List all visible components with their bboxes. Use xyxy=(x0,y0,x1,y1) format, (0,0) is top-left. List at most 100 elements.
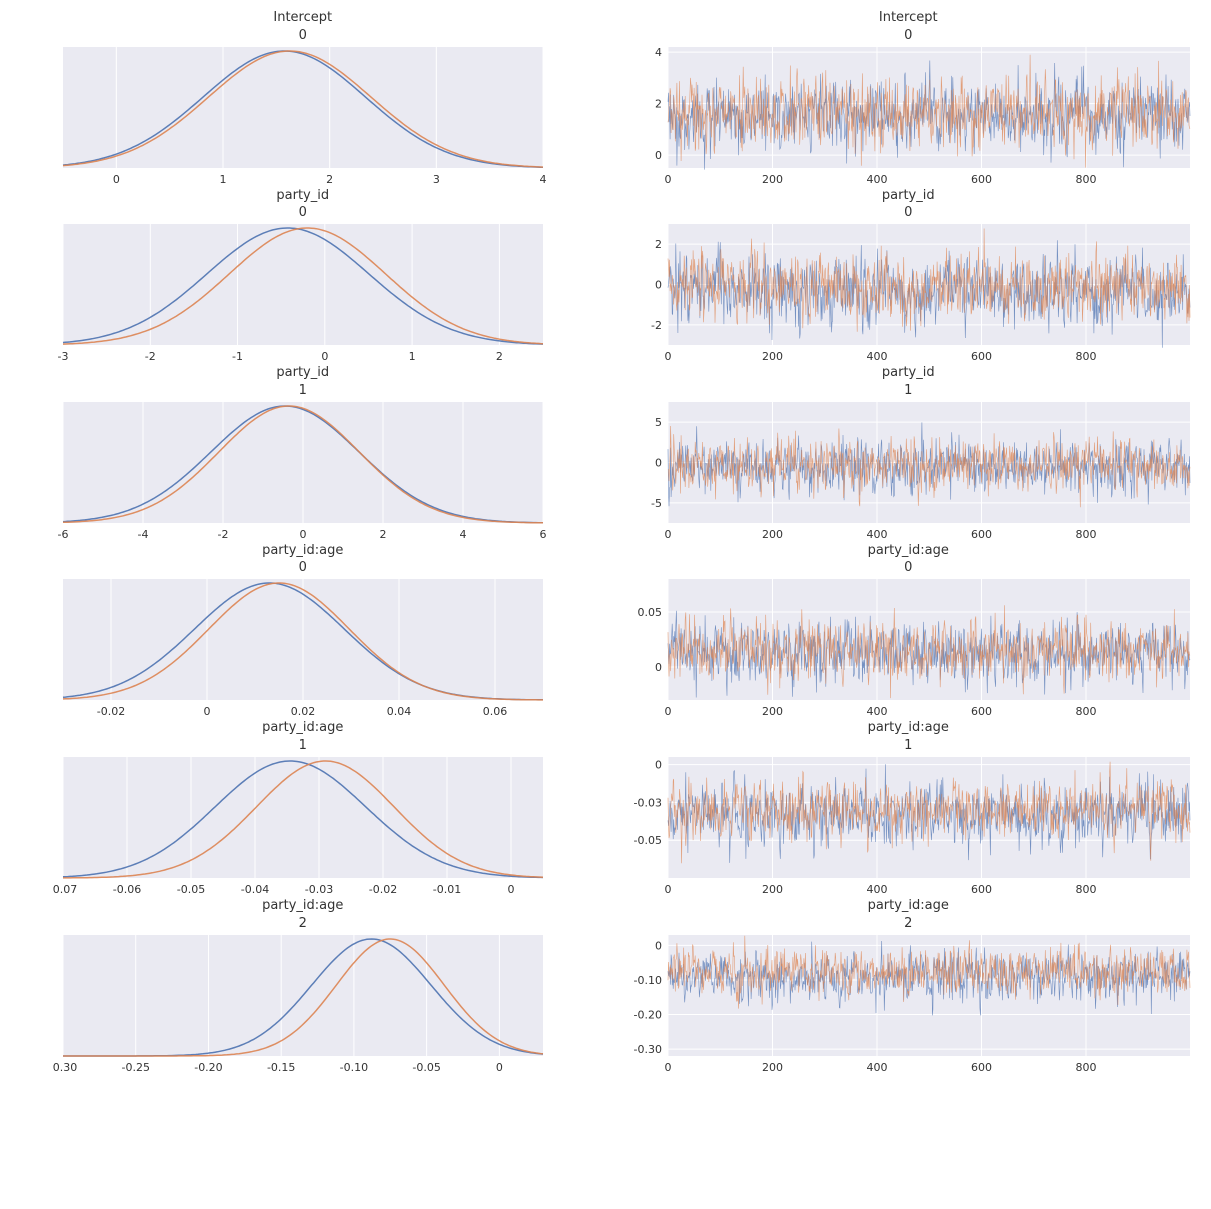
trace-plot-4: party_id:age1-0.05-0.0300200400600800 xyxy=(616,720,1202,898)
plot-title: Intercept xyxy=(879,10,938,26)
svg-text:4: 4 xyxy=(539,173,546,186)
trace-plot-5: party_id:age2-0.30-0.20-0.10002004006008… xyxy=(616,898,1202,1076)
plot-subtitle: 1 xyxy=(904,738,912,753)
svg-text:0: 0 xyxy=(655,939,662,952)
plot-title: party_id:age xyxy=(868,898,949,914)
plot-subtitle: 2 xyxy=(299,916,307,931)
svg-text:-0.04: -0.04 xyxy=(241,883,269,896)
svg-text:-0.10: -0.10 xyxy=(634,974,662,987)
svg-text:1: 1 xyxy=(408,350,415,363)
svg-text:-0.03: -0.03 xyxy=(634,796,662,809)
svg-text:0: 0 xyxy=(507,883,514,896)
plot-title: party_id:age xyxy=(262,898,343,914)
svg-text:-2: -2 xyxy=(217,528,228,541)
plot-title: party_id:age xyxy=(868,720,949,736)
svg-text:800: 800 xyxy=(1076,705,1097,718)
plot-title: party_id:age xyxy=(868,543,949,559)
svg-text:800: 800 xyxy=(1076,883,1097,896)
svg-text:200: 200 xyxy=(762,1061,783,1074)
plot-title: party_id:age xyxy=(262,543,343,559)
svg-text:400: 400 xyxy=(867,883,888,896)
svg-text:600: 600 xyxy=(971,350,992,363)
svg-text:2: 2 xyxy=(379,528,386,541)
svg-text:400: 400 xyxy=(867,528,888,541)
plot-subtitle: 2 xyxy=(904,916,912,931)
svg-text:-0.20: -0.20 xyxy=(194,1061,222,1074)
svg-text:3: 3 xyxy=(433,173,440,186)
svg-text:0: 0 xyxy=(665,173,672,186)
plot-subtitle: 0 xyxy=(299,205,307,220)
svg-text:0: 0 xyxy=(665,528,672,541)
svg-text:-0.30: -0.30 xyxy=(634,1043,662,1056)
subplot-grid: Intercept001234Intercept0024020040060080… xyxy=(10,10,1201,1076)
svg-text:800: 800 xyxy=(1076,1061,1097,1074)
plot-title: party_id:age xyxy=(262,720,343,736)
svg-text:0.02: 0.02 xyxy=(291,705,316,718)
plot-subtitle: 0 xyxy=(299,560,307,575)
plot-title: party_id xyxy=(882,188,935,204)
density-plot-3: party_id:age0-0.0200.020.040.06 xyxy=(10,543,596,721)
svg-text:6: 6 xyxy=(539,528,546,541)
svg-text:200: 200 xyxy=(762,350,783,363)
svg-text:800: 800 xyxy=(1076,173,1097,186)
svg-text:-6: -6 xyxy=(57,528,68,541)
svg-text:1: 1 xyxy=(219,173,226,186)
plot-title: party_id xyxy=(276,188,329,204)
svg-text:0: 0 xyxy=(655,149,662,162)
svg-text:400: 400 xyxy=(867,705,888,718)
svg-text:0: 0 xyxy=(655,661,662,674)
svg-text:-0.07: -0.07 xyxy=(53,883,77,896)
svg-text:0: 0 xyxy=(113,173,120,186)
svg-text:-0.15: -0.15 xyxy=(267,1061,295,1074)
svg-text:-0.03: -0.03 xyxy=(305,883,333,896)
svg-text:200: 200 xyxy=(762,173,783,186)
trace-plot-1: party_id0-2020200400600800 xyxy=(616,188,1202,366)
svg-text:0: 0 xyxy=(299,528,306,541)
svg-text:-4: -4 xyxy=(137,528,148,541)
svg-text:0: 0 xyxy=(665,883,672,896)
svg-text:-0.02: -0.02 xyxy=(97,705,125,718)
svg-text:400: 400 xyxy=(867,1061,888,1074)
svg-text:2: 2 xyxy=(326,173,333,186)
trace-plot-3: party_id:age000.050200400600800 xyxy=(616,543,1202,721)
density-plot-4: party_id:age1-0.07-0.06-0.05-0.04-0.03-0… xyxy=(10,720,596,898)
plot-title: Intercept xyxy=(273,10,332,26)
svg-text:0: 0 xyxy=(655,279,662,292)
svg-text:600: 600 xyxy=(971,1061,992,1074)
svg-text:-0.10: -0.10 xyxy=(339,1061,367,1074)
svg-text:600: 600 xyxy=(971,705,992,718)
plot-subtitle: 1 xyxy=(904,383,912,398)
svg-text:2: 2 xyxy=(655,97,662,110)
density-plot-5: party_id:age2-0.30-0.25-0.20-0.15-0.10-0… xyxy=(10,898,596,1076)
svg-text:0.06: 0.06 xyxy=(483,705,508,718)
svg-text:0: 0 xyxy=(665,1061,672,1074)
svg-text:-0.05: -0.05 xyxy=(634,834,662,847)
svg-text:-0.06: -0.06 xyxy=(113,883,141,896)
density-plot-2: party_id1-6-4-20246 xyxy=(10,365,596,543)
svg-text:600: 600 xyxy=(971,528,992,541)
svg-text:-1: -1 xyxy=(232,350,243,363)
svg-text:200: 200 xyxy=(762,705,783,718)
plot-subtitle: 0 xyxy=(299,28,307,43)
svg-text:-2: -2 xyxy=(145,350,156,363)
plot-title: party_id xyxy=(882,365,935,381)
svg-text:-0.05: -0.05 xyxy=(412,1061,440,1074)
svg-text:0: 0 xyxy=(665,705,672,718)
plot-subtitle: 0 xyxy=(904,205,912,220)
svg-text:0: 0 xyxy=(655,759,662,772)
svg-text:200: 200 xyxy=(762,883,783,896)
svg-text:-0.05: -0.05 xyxy=(177,883,205,896)
svg-text:2: 2 xyxy=(496,350,503,363)
svg-text:0: 0 xyxy=(665,350,672,363)
svg-text:-5: -5 xyxy=(651,497,662,510)
svg-text:400: 400 xyxy=(867,350,888,363)
svg-text:800: 800 xyxy=(1076,350,1097,363)
density-plot-1: party_id0-3-2-1012 xyxy=(10,188,596,366)
svg-text:2: 2 xyxy=(655,238,662,251)
svg-text:800: 800 xyxy=(1076,528,1097,541)
svg-text:-0.30: -0.30 xyxy=(53,1061,77,1074)
plot-title: party_id xyxy=(276,365,329,381)
svg-text:4: 4 xyxy=(655,46,662,59)
svg-text:200: 200 xyxy=(762,528,783,541)
svg-text:600: 600 xyxy=(971,173,992,186)
